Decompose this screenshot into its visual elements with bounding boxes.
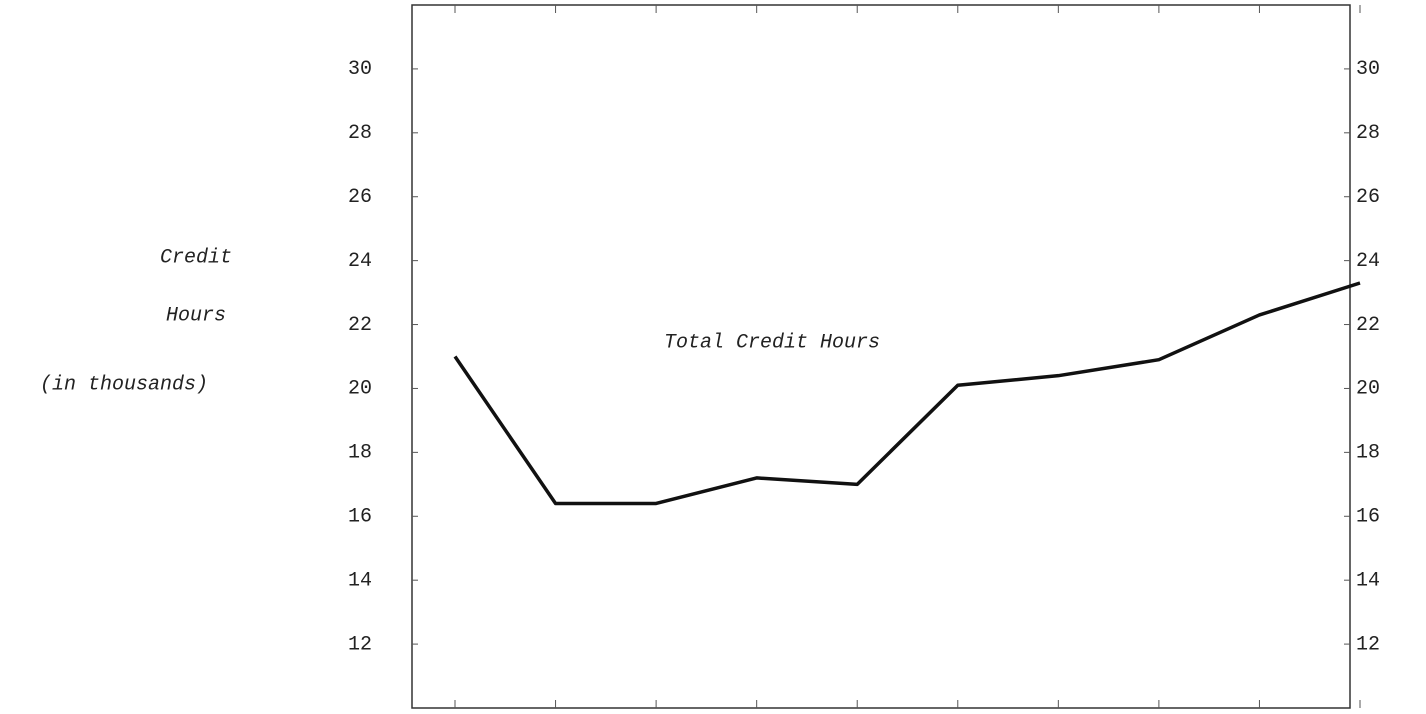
y-tick-label: 24 (348, 250, 372, 273)
y2-tick-label: 24 (1356, 250, 1380, 273)
data-line (453, 281, 1361, 506)
y-tick-label: 28 (348, 122, 372, 145)
y2-tick-label: 14 (1356, 569, 1380, 592)
y2-tick-label: 26 (1356, 186, 1380, 209)
y2-tick-label: 22 (1356, 314, 1380, 337)
y-axis-label: Hours (166, 304, 226, 327)
y2-tick-label: 16 (1356, 506, 1380, 529)
annotation: Total Credit Hours (664, 331, 880, 354)
y2-tick-label: 12 (1356, 633, 1380, 656)
y-axis-label: Credit (160, 246, 232, 269)
y2-tick-label: 28 (1356, 122, 1380, 145)
y2-tick-label: 20 (1356, 378, 1380, 401)
y-tick-label: 20 (348, 378, 372, 401)
y2-tick-label: 30 (1356, 58, 1380, 81)
y-tick-label: 12 (348, 633, 372, 656)
y-tick-label: 14 (348, 569, 372, 592)
y-tick-label: 22 (348, 314, 372, 337)
y-axis-label: (in thousands) (40, 373, 208, 396)
y-tick-label: 18 (348, 442, 372, 465)
plot-frame (411, 4, 1351, 709)
y-tick-label: 16 (348, 506, 372, 529)
y-tick-label: 26 (348, 186, 372, 209)
y2-tick-label: 18 (1356, 442, 1380, 465)
y-tick-label: 30 (348, 58, 372, 81)
